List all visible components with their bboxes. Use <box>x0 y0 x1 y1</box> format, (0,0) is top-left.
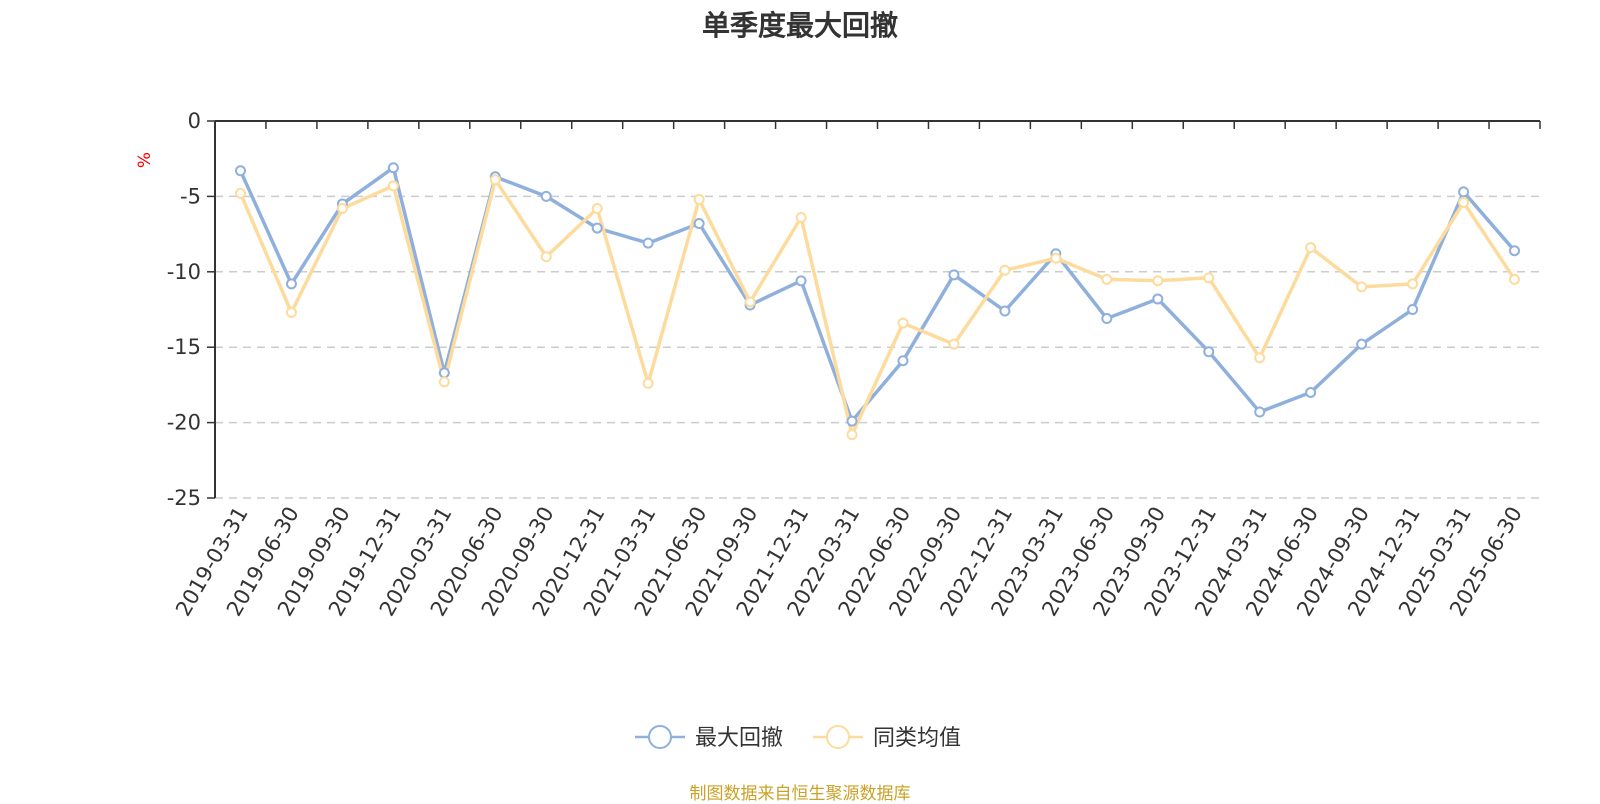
legend: 最大回撤 同类均值 <box>635 725 961 751</box>
legend-label-2: 同类均值 <box>873 726 961 751</box>
series-1-point <box>1356 338 1368 350</box>
axes: 0-5-10-15-20-252019-03-312019-06-302019-… <box>167 109 1541 620</box>
series-2-point <box>591 202 603 214</box>
series-2-point <box>438 376 450 388</box>
series-1-point <box>795 275 807 287</box>
series-line-1 <box>238 165 1516 423</box>
series-2-point <box>1203 272 1215 284</box>
series <box>234 162 1521 441</box>
y-tick-label: -15 <box>167 335 201 359</box>
series-2-point <box>1101 273 1113 285</box>
series-1-point <box>897 355 909 367</box>
series-1-point <box>1152 293 1164 305</box>
series-2-point <box>693 193 705 205</box>
series-1-point <box>540 190 552 202</box>
series-1-point <box>999 305 1011 317</box>
y-tick-label: -25 <box>167 486 201 510</box>
y-axis-unit-label: % <box>135 152 155 168</box>
series-1-point <box>438 367 450 379</box>
series-2-point <box>1458 196 1470 208</box>
legend-label-1: 最大回撤 <box>695 726 783 751</box>
series-2-point <box>1254 352 1266 364</box>
series-1-point <box>1305 386 1317 398</box>
series-1-point <box>285 278 297 290</box>
series-2-point <box>1050 252 1062 264</box>
series-2-point <box>489 174 501 186</box>
grid-lines <box>215 195 1540 499</box>
series-2-point <box>234 187 246 199</box>
series-2-point <box>285 307 297 319</box>
series-1-point <box>1101 313 1113 325</box>
series-2-point <box>897 317 909 329</box>
y-tick-label: -5 <box>180 184 201 208</box>
series-1-point <box>234 165 246 177</box>
series-1-point <box>1254 406 1266 418</box>
series-2-point <box>1407 278 1419 290</box>
series-line-2 <box>238 178 1516 437</box>
series-2-point <box>642 377 654 389</box>
series-1-point <box>1509 245 1521 257</box>
y-tick-label: -10 <box>167 260 201 284</box>
series-2-point <box>846 429 858 441</box>
series-1-point <box>693 218 705 230</box>
series-1-point <box>948 269 960 281</box>
series-2-point <box>1509 273 1521 285</box>
series-1-point <box>591 222 603 234</box>
series-1-point <box>387 162 399 174</box>
series-2-point <box>540 251 552 263</box>
y-tick-label: -20 <box>167 411 201 435</box>
chart-title: 单季度最大回撤 <box>701 9 898 42</box>
series-2-point <box>999 264 1011 276</box>
series-1-point <box>1458 186 1470 198</box>
series-2-point <box>1356 281 1368 293</box>
series-2-point <box>336 202 348 214</box>
series-2-point <box>795 212 807 224</box>
series-1-point <box>642 237 654 249</box>
series-2-point <box>387 180 399 192</box>
y-tick-label: 0 <box>188 109 201 133</box>
series-2-point <box>1152 275 1164 287</box>
series-2-point <box>1305 242 1317 254</box>
series-1-point <box>1407 304 1419 315</box>
legend-marker-2 <box>826 725 850 749</box>
data-source-note: 制图数据来自恒生聚源数据库 <box>689 784 911 804</box>
series-2-point <box>948 338 960 350</box>
series-2-point <box>744 296 756 308</box>
legend-marker-1 <box>648 725 672 749</box>
series-1-point <box>1203 346 1215 358</box>
series-1-point <box>846 415 858 427</box>
